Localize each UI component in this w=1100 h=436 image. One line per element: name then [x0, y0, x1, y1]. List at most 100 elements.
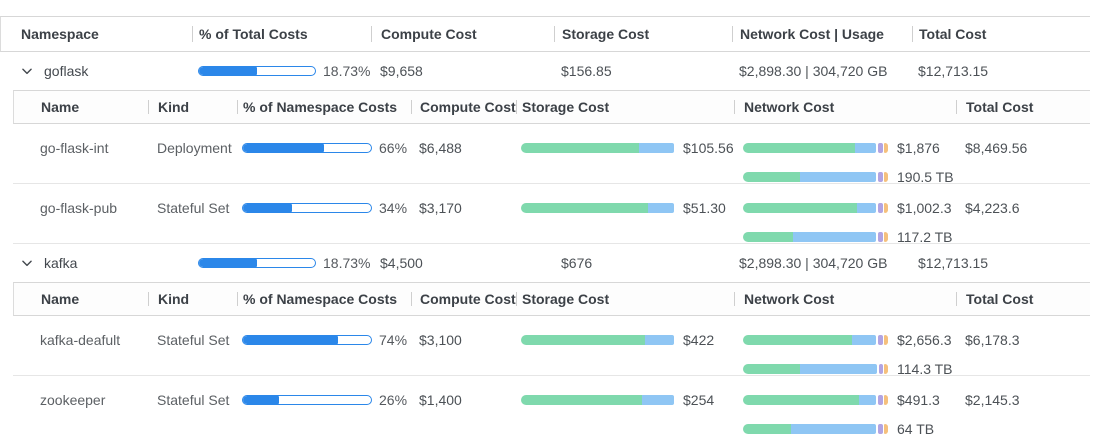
main-table-header: Namespace % of Total Costs Compute Cost …: [0, 16, 1090, 52]
orange-bar-segment: [883, 172, 888, 182]
workload-name: go-flask-int: [40, 140, 109, 156]
column-divider: [148, 100, 149, 114]
sub-column-header-storage[interactable]: Storage Cost: [516, 91, 734, 123]
purple-bar-segment: [878, 203, 883, 213]
chevron-down-icon[interactable]: [20, 256, 34, 270]
workload-row-go-flask-pub[interactable]: go-flask-pub Stateful Set 34% $3,170 $51…: [13, 184, 1090, 245]
pct-namespace-costs-value: 34%: [379, 200, 408, 216]
column-header-label: Network Cost: [744, 291, 835, 307]
column-header-namespace[interactable]: Namespace: [1, 17, 192, 51]
compute-cost-value: $9,658: [380, 63, 423, 79]
column-divider: [912, 26, 913, 42]
column-divider: [371, 26, 372, 42]
namespace-row-goflask[interactable]: goflask 18.73% $9,658 $156.85 $2,898.30 …: [0, 52, 1090, 90]
column-header-label: % of Namespace Costs: [243, 99, 398, 115]
blue-bar-segment: [647, 203, 674, 213]
column-header-total-cost[interactable]: Total Cost: [912, 17, 1091, 51]
purple-bar-segment: [878, 364, 883, 374]
column-divider: [516, 292, 517, 306]
column-header-compute-cost[interactable]: Compute Cost: [371, 17, 554, 51]
chevron-down-icon[interactable]: [20, 64, 34, 78]
green-bar-segment: [743, 172, 801, 182]
total-cost-value: $12,713.15: [918, 63, 989, 79]
green-bar-segment: [743, 395, 860, 405]
blue-bar-segment: [641, 395, 674, 405]
column-header-label: Namespace: [21, 26, 99, 42]
network-cost-value: $2,656.3: [897, 332, 952, 348]
column-divider: [956, 100, 957, 114]
workload-kind: Stateful Set: [157, 392, 230, 408]
green-bar-segment: [743, 335, 853, 345]
total-cost-value: $8,469.56: [965, 140, 1028, 156]
workload-kind: Deployment: [157, 140, 232, 156]
sub-column-header-total[interactable]: Total Cost: [956, 91, 1091, 123]
network-usage-value: 114.3 TB: [897, 361, 953, 377]
orange-bar-segment: [883, 395, 888, 405]
sub-column-header-compute[interactable]: Compute Cost: [411, 91, 516, 123]
network-cost-value: $1,002.3: [897, 200, 952, 216]
compute-cost-value: $1,400: [419, 392, 462, 408]
sub-column-header-network[interactable]: Network Cost: [734, 283, 956, 315]
namespace-row-kafka[interactable]: kafka 18.73% $4,500 $676 $2,898.30 | 304…: [0, 244, 1090, 282]
storage-cost-value: $105.56: [683, 140, 734, 156]
storage-cost-bar: [521, 395, 674, 405]
sub-column-header-network[interactable]: Network Cost: [734, 91, 956, 123]
pct-total-costs-bar: [198, 66, 316, 76]
column-header-label: Kind: [158, 291, 190, 307]
network-usage-value: 190.5 TB: [897, 169, 954, 185]
workload-row-go-flask-int[interactable]: go-flask-int Deployment 66% $6,488 $105.…: [13, 124, 1090, 185]
network-cost-value: $491.3: [897, 392, 940, 408]
sub-column-header-kind[interactable]: Kind: [148, 91, 237, 123]
purple-bar-segment: [878, 172, 883, 182]
blue-bar-segment: [638, 143, 674, 153]
column-header-label: Compute Cost: [420, 99, 516, 115]
network-cost-bar: [743, 143, 888, 153]
network-cost-usage-value: $2,898.30 | 304,720 GB: [739, 63, 888, 79]
storage-cost-value: $156.85: [561, 63, 612, 79]
workload-row-kafka-deafult[interactable]: kafka-deafult Stateful Set 74% $3,100 $4…: [13, 316, 1090, 377]
column-header-label: Storage Cost: [562, 26, 650, 42]
total-cost-value: $4,223.6: [965, 200, 1020, 216]
purple-bar-segment: [878, 335, 883, 345]
column-header-label: Compute Cost: [381, 26, 477, 42]
column-divider: [237, 100, 238, 114]
sub-column-header-compute[interactable]: Compute Cost: [411, 283, 516, 315]
network-usage-bar: [743, 172, 888, 182]
sub-column-header-name[interactable]: Name: [14, 91, 148, 123]
sub-column-header-total[interactable]: Total Cost: [956, 283, 1091, 315]
namespace-name: kafka: [44, 255, 78, 271]
green-bar-segment: [521, 203, 648, 213]
blue-bar-segment: [644, 335, 674, 345]
column-header-label: Total Cost: [919, 26, 987, 42]
sub-column-header-pct-ns[interactable]: % of Namespace Costs: [237, 283, 411, 315]
orange-bar-segment: [883, 424, 888, 434]
column-divider: [411, 100, 412, 114]
workload-table-header: Name Kind % of Namespace Costs Compute C…: [13, 90, 1090, 124]
blue-bar-segment: [791, 424, 877, 434]
sub-column-header-kind[interactable]: Kind: [148, 283, 237, 315]
column-divider: [734, 100, 735, 114]
compute-cost-value: $3,170: [419, 200, 462, 216]
column-header-storage-cost[interactable]: Storage Cost: [554, 17, 732, 51]
column-header-label: Compute Cost: [420, 291, 516, 307]
sub-column-header-storage[interactable]: Storage Cost: [516, 283, 734, 315]
column-divider: [148, 292, 149, 306]
column-header-pct-total[interactable]: % of Total Costs: [192, 17, 371, 51]
sub-column-header-pct-ns[interactable]: % of Namespace Costs: [237, 91, 411, 123]
column-header-label: Name: [41, 291, 80, 307]
purple-bar-segment: [878, 232, 883, 242]
blue-bar-segment: [854, 143, 877, 153]
purple-bar-segment: [878, 424, 883, 434]
sub-column-header-name[interactable]: Name: [14, 283, 148, 315]
storage-cost-value: $254: [683, 392, 715, 408]
column-header-label: Total Cost: [966, 291, 1034, 307]
column-header-network-cost-usage[interactable]: Network Cost | Usage: [732, 17, 912, 51]
storage-cost-value: $676: [561, 255, 593, 271]
total-cost-value: $6,178.3: [965, 332, 1020, 348]
workload-row-zookeeper[interactable]: zookeeper Stateful Set 26% $1,400 $254 $…: [13, 376, 1090, 436]
purple-bar-segment: [878, 143, 883, 153]
network-usage-bar: [743, 232, 888, 242]
network-usage-value: 64 TB: [897, 421, 935, 436]
workload-kind: Stateful Set: [157, 200, 230, 216]
